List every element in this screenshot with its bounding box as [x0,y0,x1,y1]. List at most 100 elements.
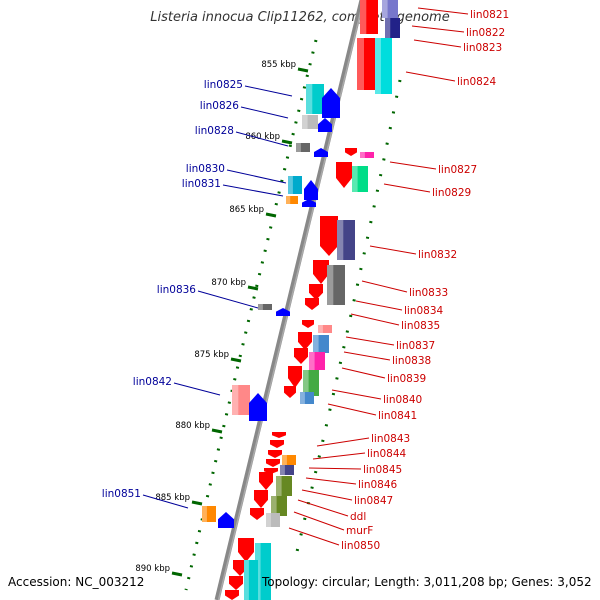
leader-line [417,7,469,15]
leader-line [341,367,386,379]
gene-arrow [276,308,290,316]
leader-line [316,437,370,447]
gene-block [300,392,314,404]
gene-label-right: lin0833 [409,287,448,299]
gene-arrow [225,590,239,600]
gene-label-right: lin0821 [470,9,509,21]
gene-block [280,465,294,475]
gene-arrow [309,284,323,300]
gene-arrow [298,332,312,350]
leader-line [297,499,349,517]
gene-block [266,513,280,527]
leader-line [343,351,391,361]
genome-summary: Topology: circular; Length: 3,011,208 bp… [262,575,592,589]
leader-line [293,511,345,531]
gene-label-left: lin0851 [102,488,141,500]
gene-arrow [313,260,329,284]
gene-block [306,84,324,114]
leader-line [355,300,403,311]
leader-line [197,290,259,309]
scale-tick [171,571,183,577]
gene-label-right: lin0839 [387,373,426,385]
leader-line [413,39,462,48]
gene-block [202,506,216,522]
scale-label: 885 kbp [155,493,190,503]
gene-arrow [266,459,280,467]
gene-block [232,385,250,415]
gene-arrow [229,576,243,590]
leader-line [345,336,395,346]
gene-block [375,38,392,94]
gene-label-left: lin0842 [133,376,172,388]
gene-arrow [302,199,316,207]
scale-tick [281,139,293,145]
gene-label-right: lin0840 [383,394,422,406]
leader-line [226,169,287,184]
gene-label-left: lin0830 [186,163,225,175]
feature-blocks [202,0,400,600]
gene-arrow [249,393,267,421]
gene-block [382,0,398,18]
gene-label-right: lin0823 [463,42,502,54]
gene-block [360,0,378,34]
gene-arrow [336,162,352,188]
gene-arrow [318,118,332,132]
gene-label-right: murF [346,525,373,537]
gene-block [318,325,332,333]
gene-label-right: lin0835 [401,320,440,332]
gene-arrow [345,148,357,156]
scale-label: 865 kbp [229,205,264,215]
gene-label-right: ddl [350,511,366,523]
scale-tick [247,285,259,291]
gene-block [276,476,292,496]
scale-tick [297,67,309,73]
scale-label: 875 kbp [194,350,229,360]
gene-arrow [302,320,314,328]
gene-label-right: lin0829 [432,187,471,199]
gene-arrow [218,512,234,528]
scale-label: 880 kbp [175,421,210,431]
leader-line [308,467,362,470]
gene-label-right: lin0822 [466,27,505,39]
scale-tick [211,428,223,434]
leader-line [244,85,293,97]
leader-line [389,161,437,170]
leader-line [305,477,357,485]
gene-block [352,166,368,192]
scale-tick [265,212,277,218]
gene-block [327,265,345,305]
gene-block [385,18,400,38]
gene-block [244,560,258,600]
gene-block [357,38,377,90]
gene-arrow [250,508,264,520]
gene-arrow [233,560,247,576]
leader-line [222,184,284,197]
leader-line [350,313,400,326]
gene-arrow [238,538,254,562]
leader-line [411,25,465,33]
leader-line [235,131,289,147]
scale-tick [191,500,203,506]
gene-arrow [322,88,340,118]
leader-line [331,389,382,400]
gene-arrow [284,386,296,398]
leader-line [383,183,431,193]
scale-labels: 855 kbp 860 kbp 865 kbp 870 kbp 875 kbp 880 k… [135,60,309,577]
gene-label-left: lin0831 [182,178,221,190]
gene-arrow [288,366,302,388]
gene-arrow [320,216,338,256]
gene-label-right: lin0827 [438,164,477,176]
gene-arrow [268,450,282,458]
gene-block [255,543,271,600]
gene-block [296,143,310,152]
leader-line [301,489,353,501]
scale-tick [230,357,242,363]
right-gene-labels: lin0821 lin0822 lin0823 lin0824 lin0827 lin08… [288,7,509,552]
scale-label: 870 kbp [211,278,246,288]
leader-line [369,245,417,255]
leader-line [361,280,408,293]
gene-arrow [304,180,318,200]
leader-line [312,452,366,460]
gene-arrow [272,432,286,438]
